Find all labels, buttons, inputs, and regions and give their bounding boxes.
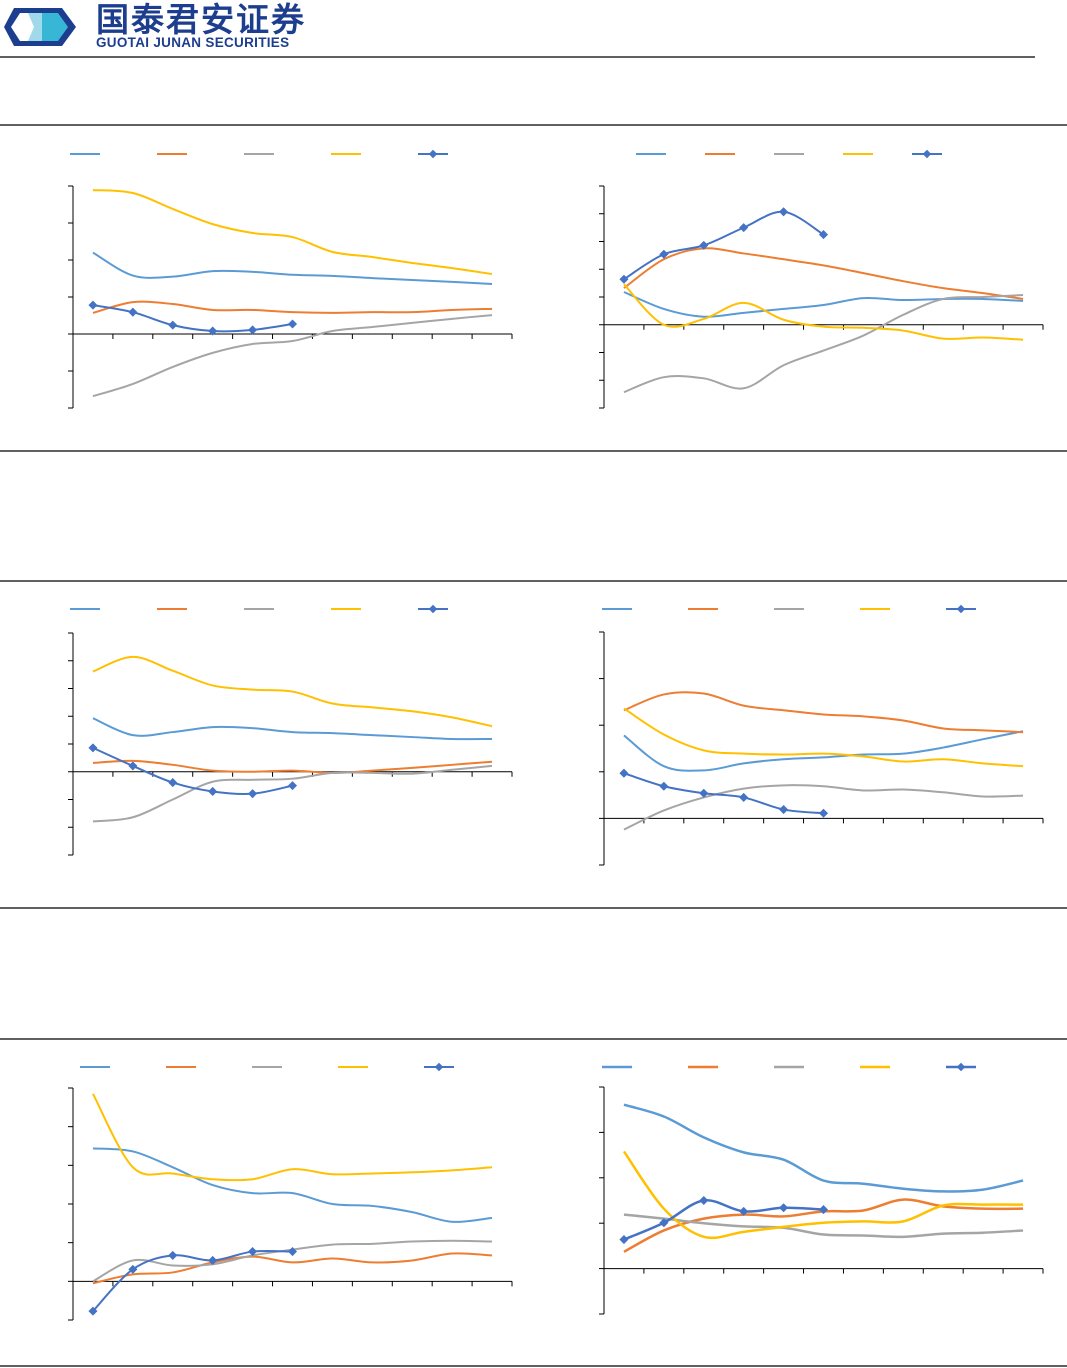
data-point xyxy=(739,1206,749,1216)
series-line xyxy=(623,707,1024,768)
logo xyxy=(4,8,76,46)
data-point xyxy=(659,781,669,791)
legend-marker xyxy=(956,1062,966,1072)
legend-marker xyxy=(922,149,932,159)
series-line xyxy=(92,717,493,741)
series-line xyxy=(623,294,1024,394)
series-line xyxy=(623,247,1024,300)
series-line xyxy=(92,1147,493,1223)
data-point xyxy=(88,300,98,310)
data-point xyxy=(699,240,709,250)
series-line xyxy=(92,304,293,333)
data-point xyxy=(128,761,138,771)
rules xyxy=(0,124,1067,1367)
data-point xyxy=(699,1195,709,1206)
legend-marker xyxy=(428,149,438,159)
data-point xyxy=(818,808,829,818)
data-point xyxy=(287,319,298,329)
data-point xyxy=(619,768,629,778)
series-line xyxy=(92,300,493,314)
series-line xyxy=(622,1150,1024,1240)
data-point xyxy=(739,792,749,802)
data-point xyxy=(168,320,178,330)
series-line xyxy=(623,784,1024,831)
logo-inner-mid xyxy=(28,13,42,41)
data-point xyxy=(168,778,178,788)
series-line xyxy=(623,291,1024,318)
data-point xyxy=(88,743,98,753)
series-line xyxy=(92,1252,493,1285)
data-point xyxy=(659,1218,669,1228)
series-line xyxy=(623,1199,824,1241)
series-line xyxy=(623,210,825,281)
data-point xyxy=(779,805,789,815)
series-line xyxy=(92,1093,493,1182)
series-line xyxy=(623,691,1024,734)
series-line xyxy=(623,1213,1024,1239)
data-point xyxy=(619,274,629,284)
legend-marker xyxy=(434,1062,444,1072)
data-point xyxy=(779,207,789,217)
series-line xyxy=(92,764,493,823)
series-line xyxy=(92,251,493,286)
logo-inner-right xyxy=(42,13,68,41)
data-point xyxy=(779,1203,789,1213)
legend-marker xyxy=(428,604,438,614)
series-line xyxy=(623,283,1024,341)
data-point xyxy=(128,307,138,317)
series-line xyxy=(92,655,493,728)
legend-marker xyxy=(956,604,966,614)
data-point xyxy=(208,786,218,796)
data-point xyxy=(739,223,749,233)
data-point xyxy=(168,1250,178,1260)
data-point xyxy=(287,781,298,791)
series-line xyxy=(92,1239,493,1283)
company-name-en: GUOTAI JUNAN SECURITIES xyxy=(96,35,289,50)
data-point xyxy=(248,789,258,799)
data-point xyxy=(699,788,709,798)
series-line xyxy=(92,314,493,398)
data-point xyxy=(818,1205,829,1215)
company-name: 国泰君安证券 xyxy=(96,0,306,39)
data-point xyxy=(208,326,218,336)
series-line xyxy=(623,730,1024,772)
series-line xyxy=(92,759,493,774)
data-point xyxy=(248,325,258,335)
series-line xyxy=(92,189,493,276)
data-point xyxy=(619,1235,629,1245)
series-line xyxy=(623,1103,1024,1193)
